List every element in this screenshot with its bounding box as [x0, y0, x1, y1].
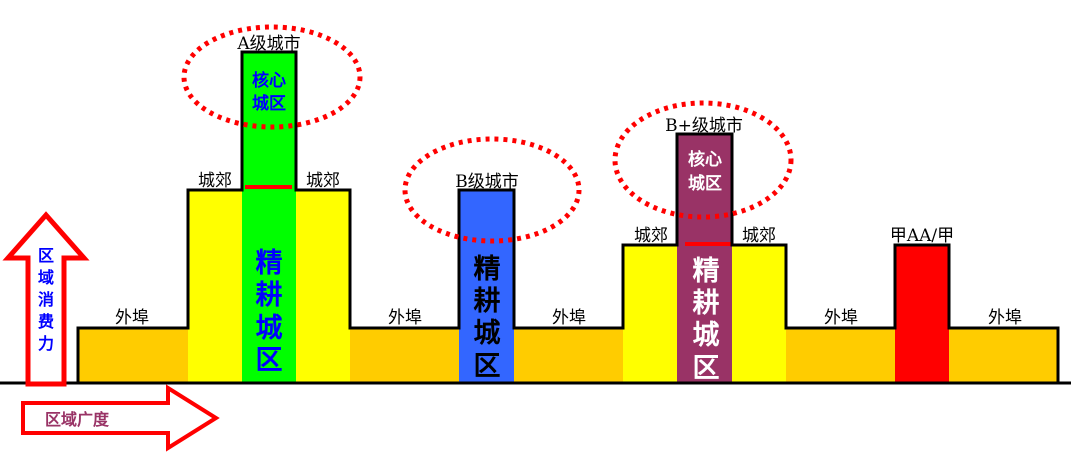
vertical-axis-arrow — [2, 211, 90, 387]
char: 精 — [474, 254, 501, 285]
suburb-label: 城郊 — [306, 171, 340, 191]
char: 消 — [38, 290, 54, 309]
char: 精 — [256, 248, 283, 279]
bplus-core-label: 核心 — [688, 149, 722, 170]
outskirts-label: 外埠 — [388, 308, 422, 328]
horizontal-axis-arrow — [21, 384, 220, 452]
suburb-label: 城郊 — [742, 226, 776, 246]
suburb-label: 城郊 — [198, 171, 232, 191]
char: 区 — [256, 345, 283, 376]
char: 精 — [693, 256, 720, 287]
b-city-label: B级城市 — [455, 172, 519, 192]
jia-label: 甲AA/甲 — [890, 226, 954, 246]
outskirts-label: 外埠 — [552, 308, 586, 328]
b-city-highlight-ellipse — [402, 136, 582, 244]
jia-column — [895, 245, 949, 383]
bplus-city-column — [677, 134, 732, 383]
bplus-city-label: B+级城市 — [665, 116, 743, 136]
char: 耕 — [693, 288, 720, 319]
silhouette-outline — [76, 50, 1060, 383]
char: 城 — [256, 313, 283, 344]
a-city-label: A级城市 — [236, 34, 300, 54]
b-intensive-label: 精 耕 城 区 — [474, 254, 501, 382]
bplus-core-label: 城区 — [688, 174, 722, 194]
bplus-intensive-label: 精 耕 城 区 — [693, 256, 720, 384]
bplus-city-highlight-ellipse — [612, 100, 794, 220]
char: 城 — [693, 320, 720, 351]
b-city-column — [459, 190, 514, 383]
a-core-label: 城区 — [252, 94, 286, 114]
suburb-label: 城郊 — [634, 226, 668, 246]
vertical-axis-label: 区 域 消 费 力 — [38, 246, 54, 353]
a-intensive-label: 精 耕 城 区 — [256, 248, 283, 376]
char: 区 — [474, 351, 501, 382]
char: 区 — [693, 353, 720, 384]
a-city-highlight-ellipse — [181, 24, 363, 130]
a-city-column — [242, 52, 296, 383]
a-core-label: 核心 — [252, 70, 286, 91]
char: 耕 — [256, 280, 283, 311]
horizontal-axis-label: 区域广度 — [45, 410, 110, 429]
char: 耕 — [474, 286, 501, 317]
char: 费 — [38, 312, 54, 331]
char: 力 — [38, 334, 54, 353]
char: 区 — [38, 246, 54, 265]
outskirts-label: 外埠 — [988, 308, 1022, 328]
char: 城 — [474, 318, 501, 349]
char: 域 — [38, 268, 54, 287]
outskirts-label: 外埠 — [115, 308, 149, 328]
outskirts-label: 外埠 — [824, 308, 858, 328]
